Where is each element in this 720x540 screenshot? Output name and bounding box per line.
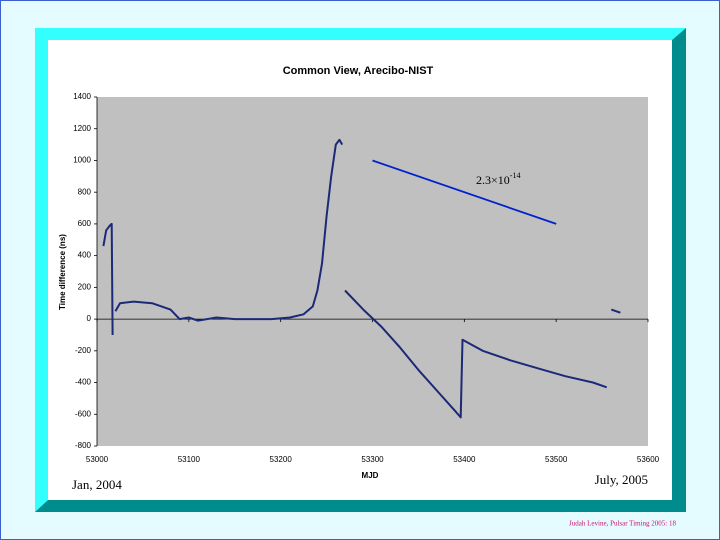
- series-line: [372, 159, 557, 225]
- x-tick-label: 53100: [178, 455, 201, 464]
- y-tick-label: 200: [78, 282, 92, 291]
- annotation-exponent: -14: [510, 171, 521, 180]
- start-label: Jan, 2004: [72, 477, 122, 492]
- y-tick-label: 0: [87, 314, 92, 323]
- y-tick-label: 600: [78, 219, 92, 228]
- plot: -800 -600 -400 -200 0 200 400 600 800 1000 1200 140…: [73, 92, 659, 464]
- y-tick-label: -400: [75, 378, 92, 387]
- footer: Judah Levine, Pulsar Timing 2005: 18: [569, 520, 676, 528]
- y-tick-label: -800: [75, 441, 92, 450]
- annotation: 2.3×10-14: [476, 171, 520, 187]
- y-tick-label: 800: [78, 187, 92, 196]
- x-tick-label: 53400: [453, 455, 476, 464]
- y-tick-label: 400: [78, 251, 92, 260]
- y-tick-label: 1200: [73, 124, 91, 133]
- series-line: [102, 138, 621, 419]
- end-label: July, 2005: [595, 472, 648, 487]
- y-tick-label: 1000: [73, 156, 91, 165]
- y-tick-label: -200: [75, 346, 92, 355]
- x-tick-label: 53600: [637, 455, 660, 464]
- chart-title: Common View, Arecibo-NIST: [283, 65, 434, 77]
- plot-area: [97, 97, 648, 446]
- x-axis-label: MJD: [362, 471, 379, 480]
- x-tick-label: 53300: [361, 455, 384, 464]
- y-tick-label: 1400: [73, 92, 91, 101]
- x-tick-label: 53000: [86, 455, 109, 464]
- y-axis-label: Time difference (ns): [58, 234, 67, 310]
- annotation-base: 2.3×10: [476, 173, 510, 187]
- y-tick-label: -600: [75, 409, 92, 418]
- x-tick-label: 53500: [545, 455, 568, 464]
- x-tick-label: 53200: [270, 455, 293, 464]
